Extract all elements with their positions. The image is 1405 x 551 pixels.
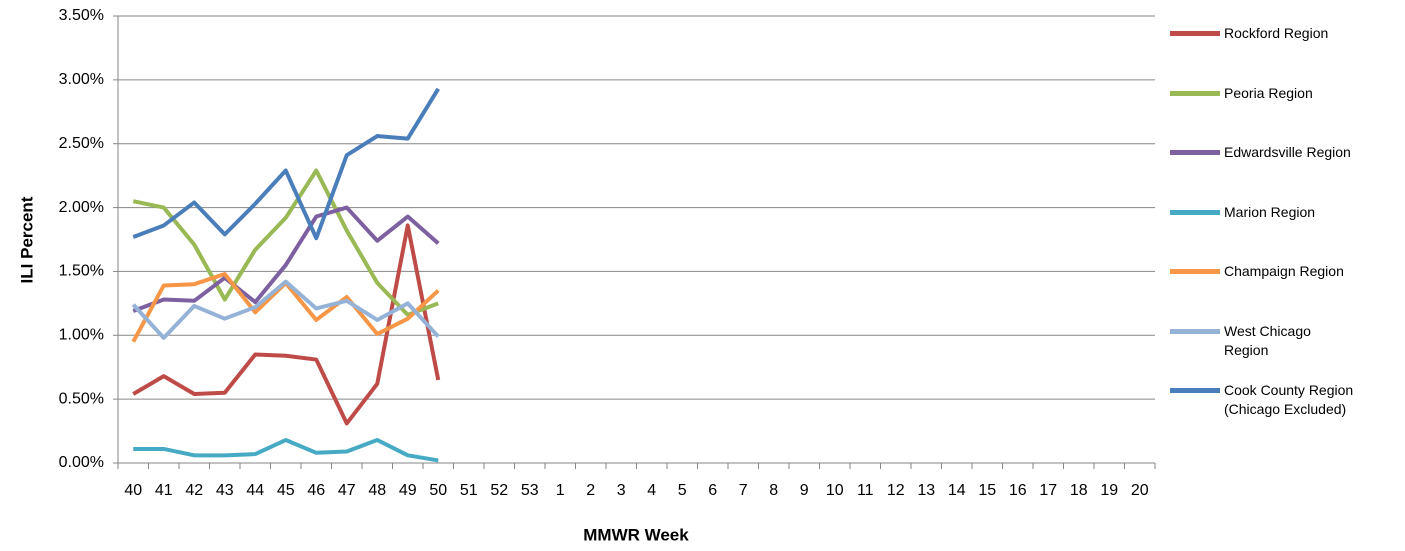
legend-item: Marion Region	[1170, 203, 1354, 222]
x-tick-label: 44	[246, 482, 264, 499]
legend-item: Edwardsville Region	[1170, 143, 1354, 162]
legend-label: Peoria Region	[1224, 84, 1313, 101]
legend-swatch	[1170, 269, 1220, 274]
legend-label: Edwardsville Region	[1224, 144, 1351, 160]
x-tick-label: 20	[1131, 482, 1149, 499]
x-tick-label: 41	[155, 482, 173, 499]
x-tick-label: 46	[307, 482, 325, 499]
y-axis-label: ILI Percent	[17, 196, 36, 283]
legend-label: West Chicago Region	[1224, 322, 1311, 358]
x-tick-label: 13	[917, 482, 935, 499]
legend-item: Rockford Region	[1170, 24, 1354, 43]
x-tick-label: 17	[1039, 482, 1057, 499]
legend-swatch	[1170, 388, 1220, 393]
x-tick-label: 18	[1070, 482, 1088, 499]
x-tick-label: 12	[887, 482, 905, 499]
legend-label: Marion Region	[1224, 203, 1316, 220]
y-tick-label: 2.00%	[59, 199, 104, 216]
x-tick-label: 15	[978, 482, 996, 499]
x-tick-label: 42	[185, 482, 203, 499]
x-tick-label: 14	[948, 482, 966, 499]
series-line	[133, 438, 439, 463]
legend-item: Cook County Region (Chicago Excluded)	[1170, 381, 1354, 419]
y-tick-label: 1.00%	[59, 327, 104, 344]
y-tick-label: 1.50%	[59, 263, 104, 280]
legend-swatch	[1170, 328, 1220, 334]
x-tick-label: 51	[460, 482, 478, 499]
x-tick-label: 16	[1009, 482, 1027, 499]
x-tick-label: 43	[216, 482, 234, 499]
legend-swatch	[1170, 150, 1220, 155]
y-tick-label: 3.00%	[59, 71, 104, 88]
y-tick-label: 0.50%	[59, 390, 104, 407]
x-tick-label: 47	[338, 482, 356, 499]
legend-label: Rockford Region	[1224, 25, 1329, 41]
y-tick-label: 3.50%	[59, 7, 104, 24]
x-tick-label: 6	[708, 482, 717, 499]
x-tick-label: 10	[826, 482, 844, 499]
x-tick-label: 8	[769, 482, 778, 499]
x-tick-label: 49	[399, 482, 417, 499]
x-tick-label: 3	[617, 482, 626, 499]
x-tick-label: 45	[277, 482, 295, 499]
x-tick-label: 50	[429, 482, 447, 499]
x-tick-label: 52	[490, 482, 508, 499]
legend-label: Champaign Region	[1224, 263, 1344, 279]
x-tick-label: 19	[1100, 482, 1118, 499]
x-tick-label: 1	[556, 482, 565, 499]
y-tick-label: 2.50%	[59, 135, 104, 152]
x-axis-label: MMWR Week	[583, 525, 689, 544]
x-tick-label: 2	[586, 482, 595, 499]
legend-item: Champaign Region	[1170, 262, 1354, 281]
x-tick-label: 40	[124, 482, 142, 499]
legend-swatch	[1170, 209, 1220, 215]
legend-item: West Chicago Region	[1170, 322, 1354, 360]
x-tick-label: 5	[678, 482, 687, 499]
legend-swatch	[1170, 90, 1220, 96]
x-tick-label: 11	[857, 482, 874, 499]
y-tick-label: 0.00%	[59, 454, 104, 471]
series-line	[132, 168, 439, 317]
legend-item: Peoria Region	[1170, 84, 1354, 103]
legend-swatch	[1170, 31, 1220, 36]
series-line	[131, 279, 440, 340]
series-line	[132, 205, 440, 313]
legend-label: Cook County Region (Chicago Excluded)	[1224, 382, 1354, 417]
x-tick-label: 9	[800, 482, 809, 499]
x-tick-label: 53	[521, 482, 539, 499]
x-tick-label: 7	[739, 482, 748, 499]
x-tick-label: 4	[647, 482, 656, 499]
x-tick-label: 48	[368, 482, 386, 499]
series-line	[132, 87, 440, 241]
